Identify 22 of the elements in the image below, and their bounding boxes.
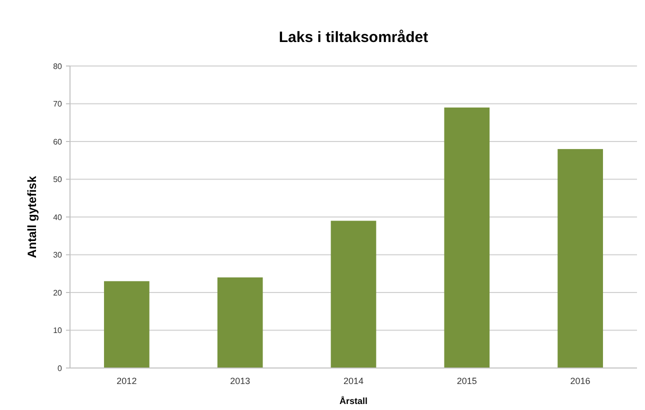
y-tick-label: 50 — [53, 175, 63, 184]
x-tick-label: 2014 — [343, 376, 364, 386]
chart-title: Laks i tiltaksområdet — [278, 29, 428, 46]
bar — [330, 220, 376, 368]
bar — [558, 149, 603, 368]
x-tick-label: 2016 — [570, 376, 590, 386]
x-tick-label: 2013 — [230, 376, 250, 386]
y-tick-label: 60 — [53, 137, 63, 146]
y-axis-title: Antall gytefisk — [25, 176, 39, 258]
y-tick-label: 80 — [53, 62, 63, 71]
bar — [217, 277, 263, 368]
y-tick-label: 10 — [53, 326, 63, 336]
y-tick-label: 0 — [58, 364, 63, 373]
bar — [104, 281, 150, 368]
y-tick-label: 20 — [53, 288, 63, 298]
bar — [444, 108, 490, 368]
x-tick-label: 2015 — [456, 376, 477, 386]
y-tick-label: 70 — [53, 100, 63, 109]
x-axis-title: Årstall — [339, 396, 368, 406]
y-tick-label: 30 — [53, 250, 63, 260]
x-tick-label: 2012 — [116, 376, 137, 386]
y-tick-label: 40 — [53, 212, 63, 222]
